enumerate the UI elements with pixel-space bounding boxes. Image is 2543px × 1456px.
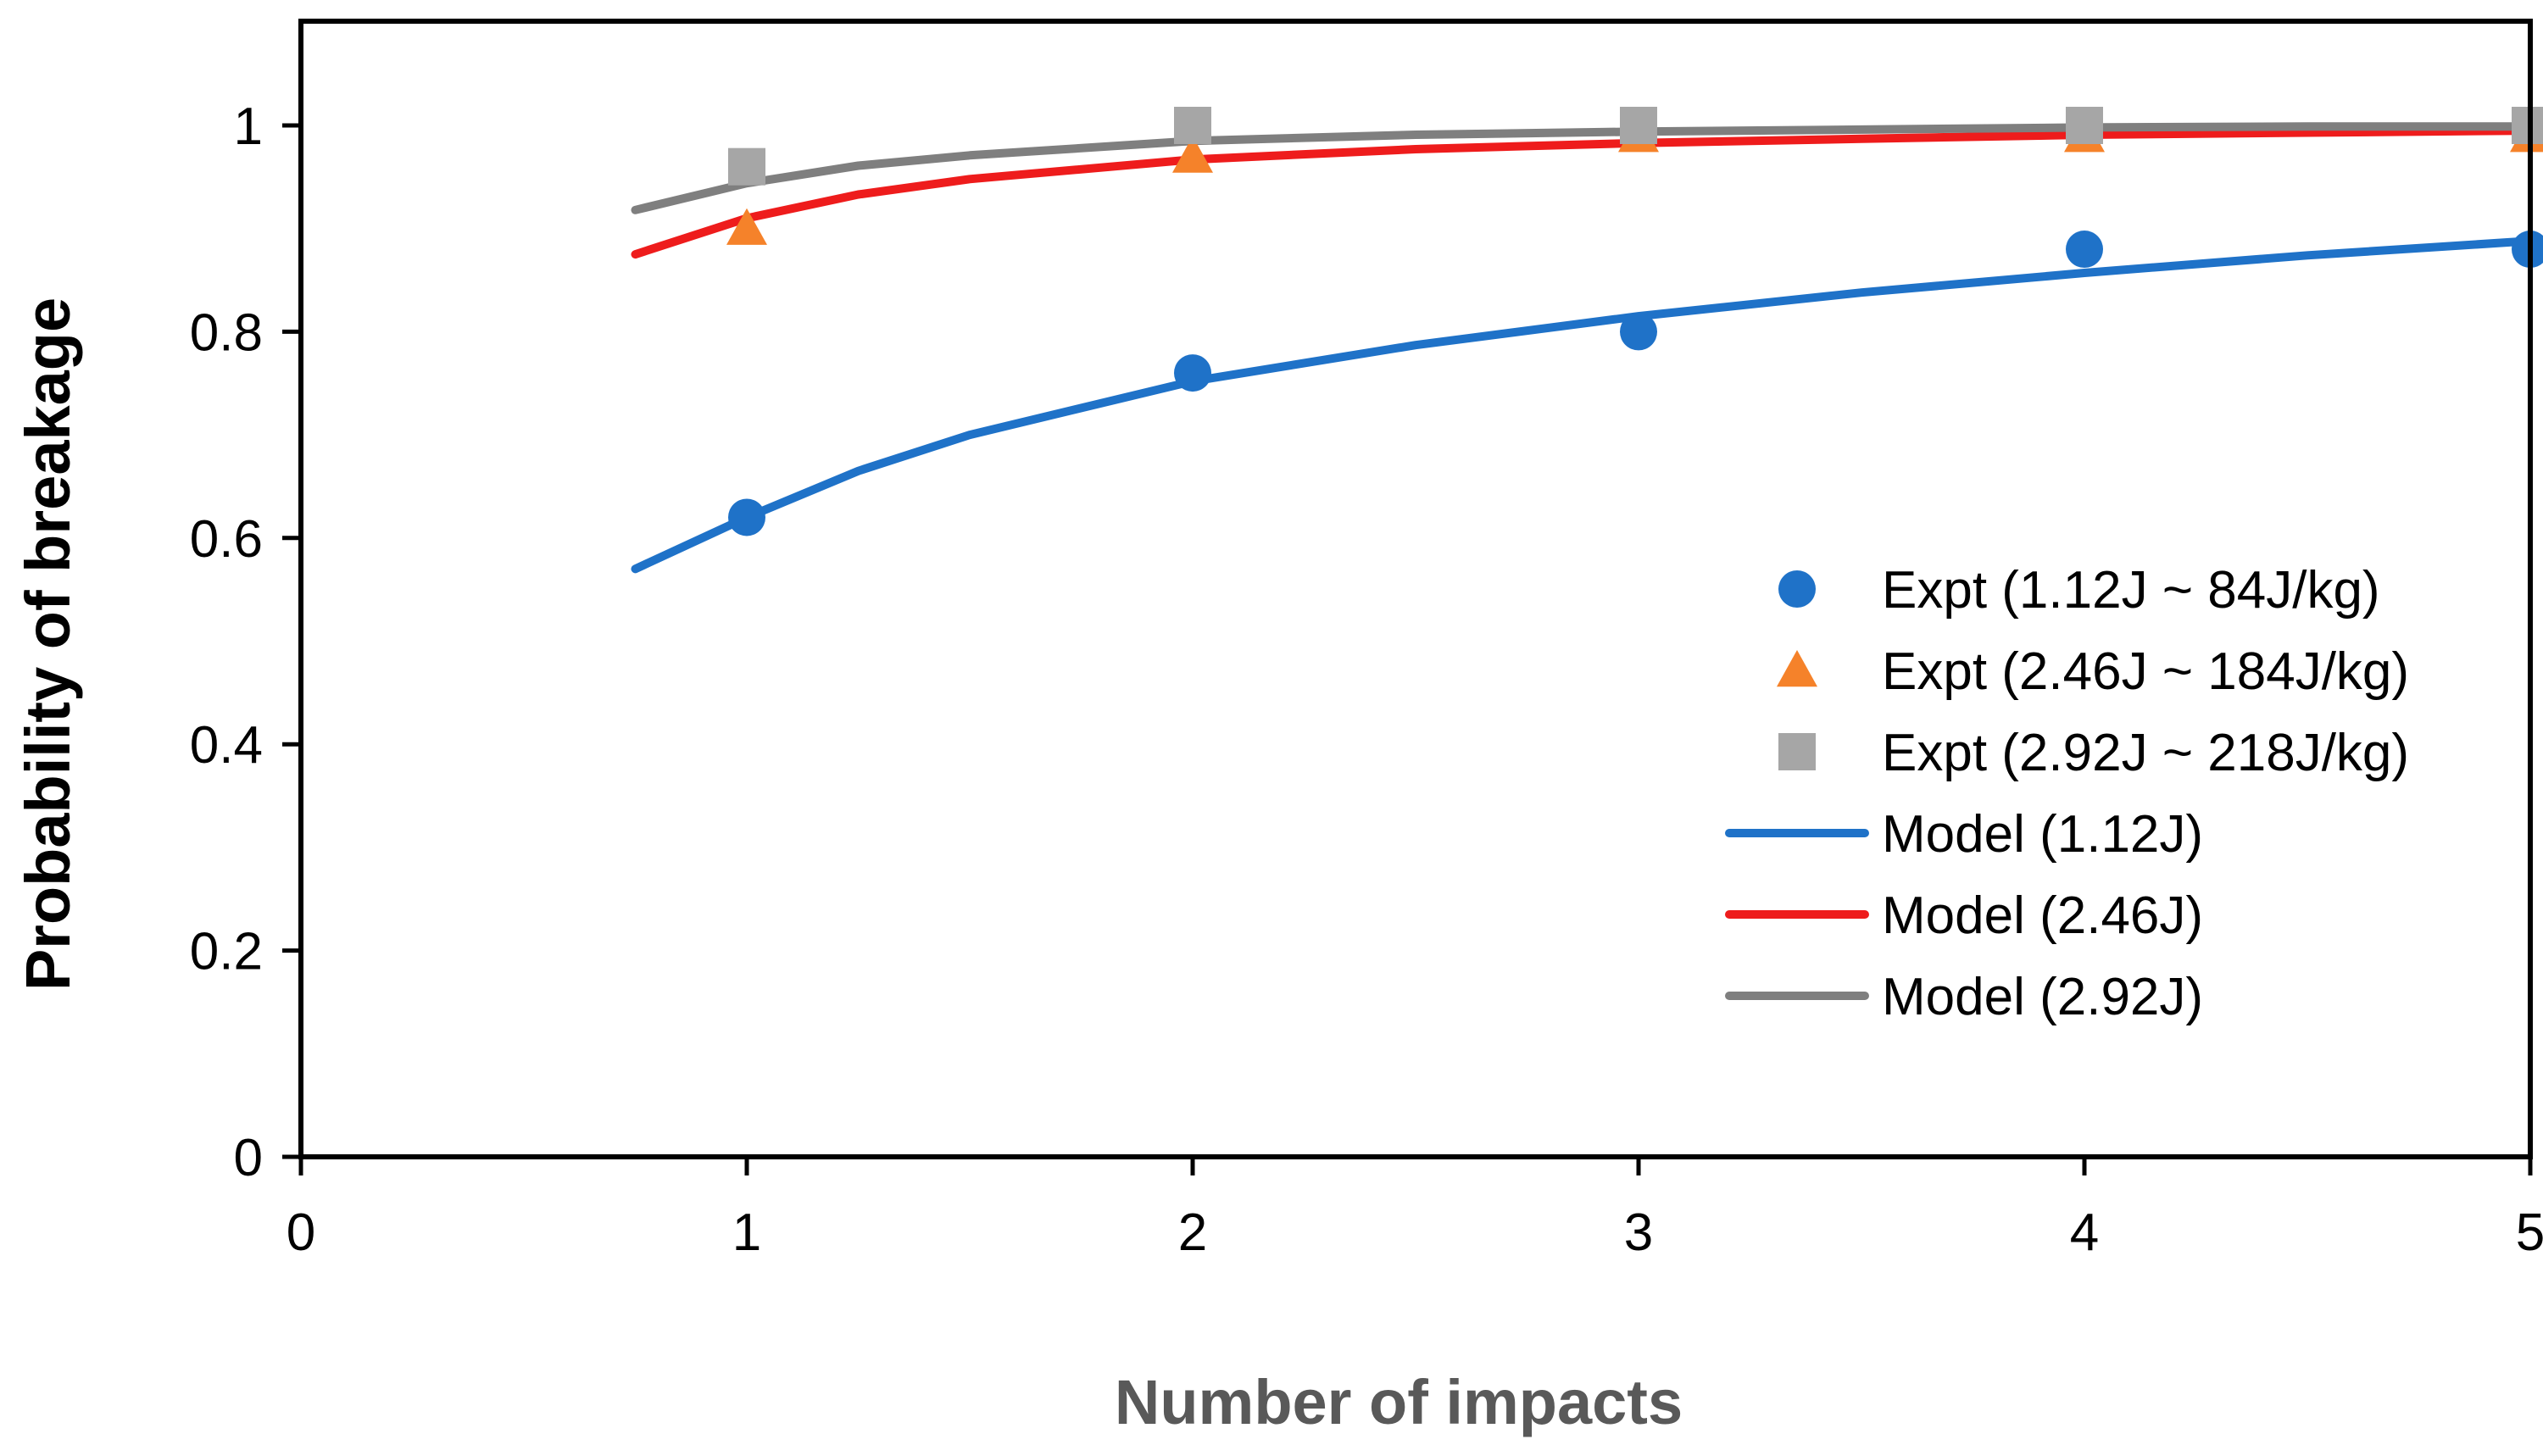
y-tick-label: 0.4 xyxy=(190,716,263,775)
data-point-2-1 xyxy=(1174,107,1211,144)
model-line-3 xyxy=(631,236,2535,574)
legend-label-0: Expt (1.12J ~ 84J/kg) xyxy=(1882,561,2380,620)
data-point-2-0 xyxy=(728,147,765,186)
model-lines xyxy=(631,122,2535,574)
y-tick-label: 1 xyxy=(234,97,263,156)
x-axis-ticks: 0 1 2 3 4 5 xyxy=(287,1157,2543,1262)
data-point-0-3 xyxy=(2066,231,2103,269)
plot-area-border xyxy=(298,19,2533,1159)
data-point-0-0 xyxy=(728,498,765,536)
experiment-points xyxy=(726,107,2543,536)
legend-marker-1 xyxy=(1777,650,1817,687)
data-point-1-0 xyxy=(726,208,767,245)
model-line-4 xyxy=(631,126,2535,259)
legend-label-2: Expt (2.92J ~ 218J/kg) xyxy=(1882,724,2409,782)
legend-label-1: Expt (2.46J ~ 184J/kg) xyxy=(1882,642,2409,701)
x-tick-label: 3 xyxy=(1624,1203,1653,1262)
x-tick-label: 1 xyxy=(732,1203,761,1262)
data-point-0-2 xyxy=(1620,313,1657,351)
x-tick-label: 5 xyxy=(2516,1203,2543,1262)
data-point-2-3 xyxy=(2066,107,2103,144)
y-tick-label: 0.8 xyxy=(190,303,263,362)
legend-marker-2 xyxy=(1778,733,1816,770)
data-point-0-4 xyxy=(2512,231,2543,269)
legend-label-4: Model (2.46J) xyxy=(1882,886,2203,945)
y-axis-ticks: 0 0.2 0.4 0.6 0.8 1 xyxy=(190,97,301,1187)
legend-label-5: Model (2.92J) xyxy=(1882,968,2203,1026)
y-axis-title: Probability of breakage xyxy=(13,297,83,991)
data-point-2-2 xyxy=(1620,107,1657,144)
legend: Expt (1.12J ~ 84J/kg) Expt (2.46J ~ 184J/… xyxy=(1725,561,2409,1026)
legend-label-3: Model (1.12J) xyxy=(1882,805,2203,864)
y-tick-label: 0 xyxy=(234,1129,263,1187)
y-tick-label: 0.6 xyxy=(190,510,263,569)
x-tick-label: 0 xyxy=(287,1203,315,1262)
data-point-1-1 xyxy=(1172,136,1213,173)
data-point-0-1 xyxy=(1174,354,1211,392)
x-tick-label: 2 xyxy=(1178,1203,1207,1262)
legend-marker-0 xyxy=(1778,570,1816,608)
y-tick-label: 0.2 xyxy=(190,923,263,981)
data-point-2-4 xyxy=(2512,107,2543,144)
x-axis-title: Number of impacts xyxy=(1115,1367,1683,1437)
model-line-5 xyxy=(631,122,2535,214)
x-tick-label: 4 xyxy=(2070,1203,2099,1262)
